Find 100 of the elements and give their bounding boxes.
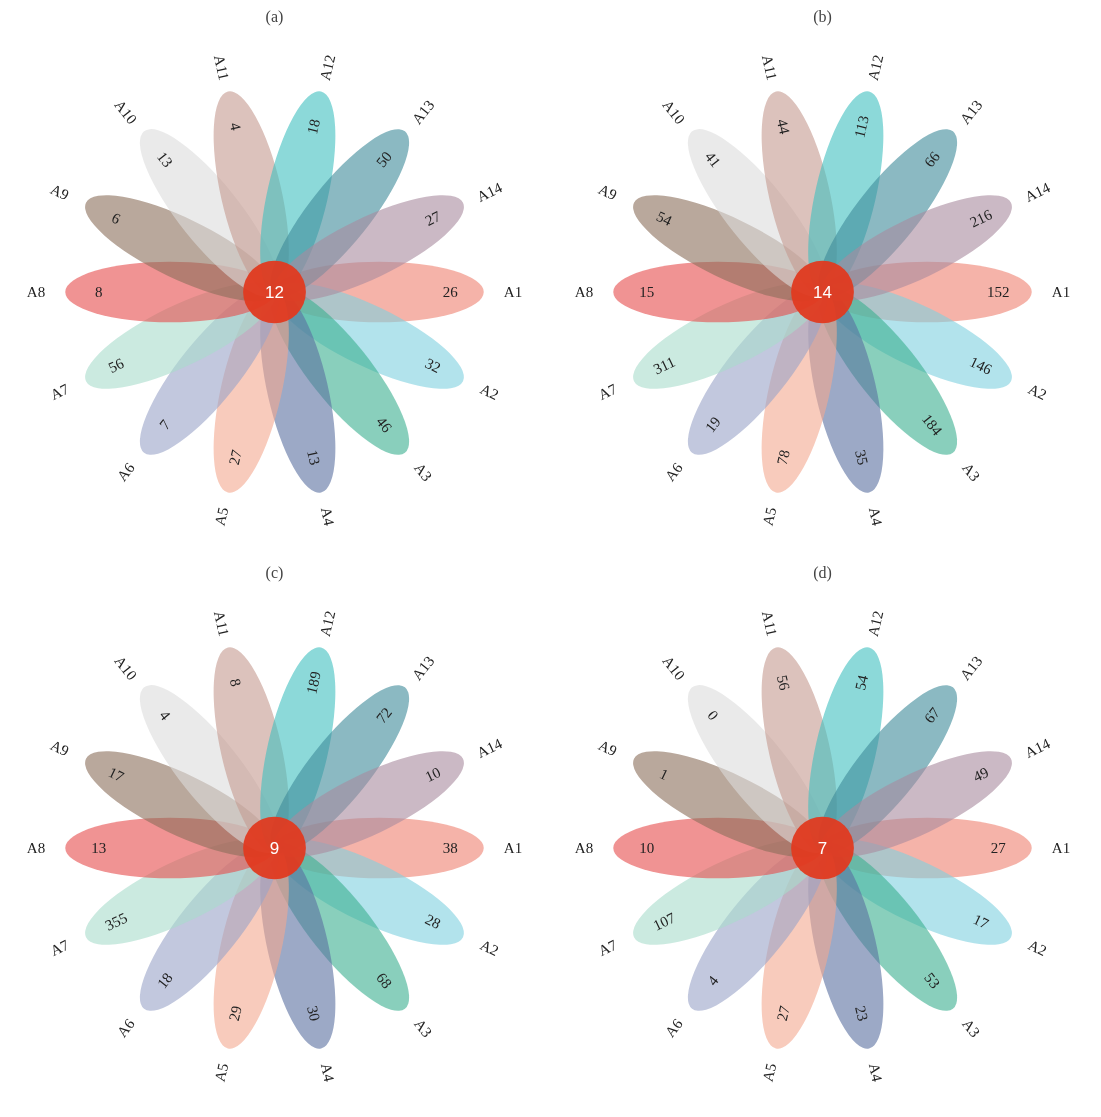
text: (b)	[813, 7, 832, 26]
data-label: 10	[639, 840, 655, 856]
category-label: A10	[659, 652, 689, 684]
category-label: A1	[1051, 284, 1071, 300]
category-label: A14	[1022, 735, 1053, 761]
data-label: 53	[921, 969, 944, 992]
category-label: A6	[661, 1015, 687, 1041]
category-label: A3	[411, 459, 436, 485]
data-label: 355	[102, 909, 130, 934]
category-label: A7	[595, 936, 620, 960]
category-label: A12	[864, 53, 887, 82]
data-label: 44	[773, 117, 793, 137]
text: (c)	[265, 563, 284, 582]
data-label: 26	[442, 284, 459, 300]
data-label: 311	[650, 353, 678, 378]
category-label: A6	[113, 459, 139, 485]
data-label: 54	[653, 207, 675, 230]
category-label: A4	[317, 505, 338, 528]
data-label: 27	[990, 840, 1007, 856]
data-label: 19	[701, 413, 724, 436]
data-label: 27	[422, 207, 444, 229]
category-label: A7	[47, 380, 72, 404]
category-label: A3	[411, 1015, 436, 1041]
category-label: A8	[26, 840, 46, 856]
category-label: A5	[211, 1061, 232, 1084]
data-label: 18	[153, 969, 176, 992]
data-label: 78	[773, 448, 793, 467]
category-label: A10	[111, 96, 141, 128]
data-label: 107	[650, 909, 679, 934]
data-label: 27	[773, 1003, 793, 1023]
data-label: 28	[422, 911, 444, 933]
category-label: A9	[47, 180, 72, 204]
data-label: 0	[704, 707, 722, 724]
data-label: 13	[304, 448, 324, 467]
category-label: A10	[659, 96, 689, 128]
category-label: A2	[477, 380, 502, 404]
category-label: A7	[595, 380, 620, 404]
data-label: 8	[226, 677, 245, 689]
data-label: 68	[373, 969, 396, 992]
data-label: 23	[852, 1004, 872, 1023]
text: 14	[813, 283, 832, 302]
data-label: 10	[422, 763, 444, 785]
category-label: A3	[959, 459, 984, 485]
data-label: 50	[373, 148, 396, 171]
data-label: 189	[303, 669, 324, 696]
category-label: A2	[1025, 380, 1050, 404]
category-label: A14	[474, 735, 505, 761]
category-label: A1	[503, 284, 523, 300]
data-label: 17	[105, 763, 127, 786]
category-label: A7	[47, 936, 72, 960]
data-label: 35	[852, 448, 872, 467]
category-label: A8	[574, 840, 594, 856]
category-label: A1	[1051, 840, 1071, 856]
category-label: A13	[408, 652, 438, 684]
data-label: 7	[156, 416, 174, 433]
category-label: A11	[210, 53, 233, 82]
data-label: 1	[657, 765, 671, 784]
data-label: 56	[105, 354, 127, 377]
data-label: 184	[918, 410, 946, 439]
category-label: A12	[316, 53, 339, 82]
data-label: 49	[970, 763, 992, 785]
data-label: 113	[851, 114, 872, 140]
category-label: A4	[865, 505, 886, 528]
category-label: A3	[959, 1015, 984, 1041]
category-label: A14	[1022, 179, 1053, 205]
data-label: 41	[701, 148, 724, 171]
category-label: A9	[595, 736, 620, 760]
text: 7	[817, 839, 828, 858]
category-label: A11	[758, 609, 781, 638]
data-label: 30	[304, 1004, 324, 1023]
category-label: A1	[503, 840, 523, 856]
category-label: A9	[47, 736, 72, 760]
category-label: A5	[759, 505, 780, 528]
text: (a)	[265, 7, 284, 26]
category-label: A12	[316, 609, 339, 638]
data-label: 46	[373, 413, 396, 436]
category-label: A4	[865, 1061, 886, 1084]
category-label: A6	[113, 1015, 139, 1041]
data-label: 4	[226, 121, 245, 133]
category-label: A2	[1025, 936, 1050, 960]
category-label: A5	[211, 505, 232, 528]
data-label: 27	[225, 447, 245, 467]
data-label: 56	[773, 673, 793, 693]
data-label: 17	[970, 911, 992, 933]
data-label: 13	[153, 148, 176, 171]
data-label: 15	[639, 284, 655, 300]
category-label: A9	[595, 180, 620, 204]
category-label: A2	[477, 936, 502, 960]
data-label: 29	[225, 1004, 245, 1023]
data-label: 4	[704, 972, 722, 989]
data-label: 13	[91, 840, 107, 856]
data-label: 32	[422, 355, 444, 377]
data-label: 72	[373, 704, 396, 727]
text: 12	[265, 283, 284, 302]
text: 9	[269, 839, 280, 858]
category-label: A11	[758, 53, 781, 82]
category-label: A6	[661, 459, 687, 485]
data-label: 4	[156, 707, 174, 724]
data-label: 8	[95, 284, 103, 300]
data-label: 152	[987, 284, 1010, 300]
